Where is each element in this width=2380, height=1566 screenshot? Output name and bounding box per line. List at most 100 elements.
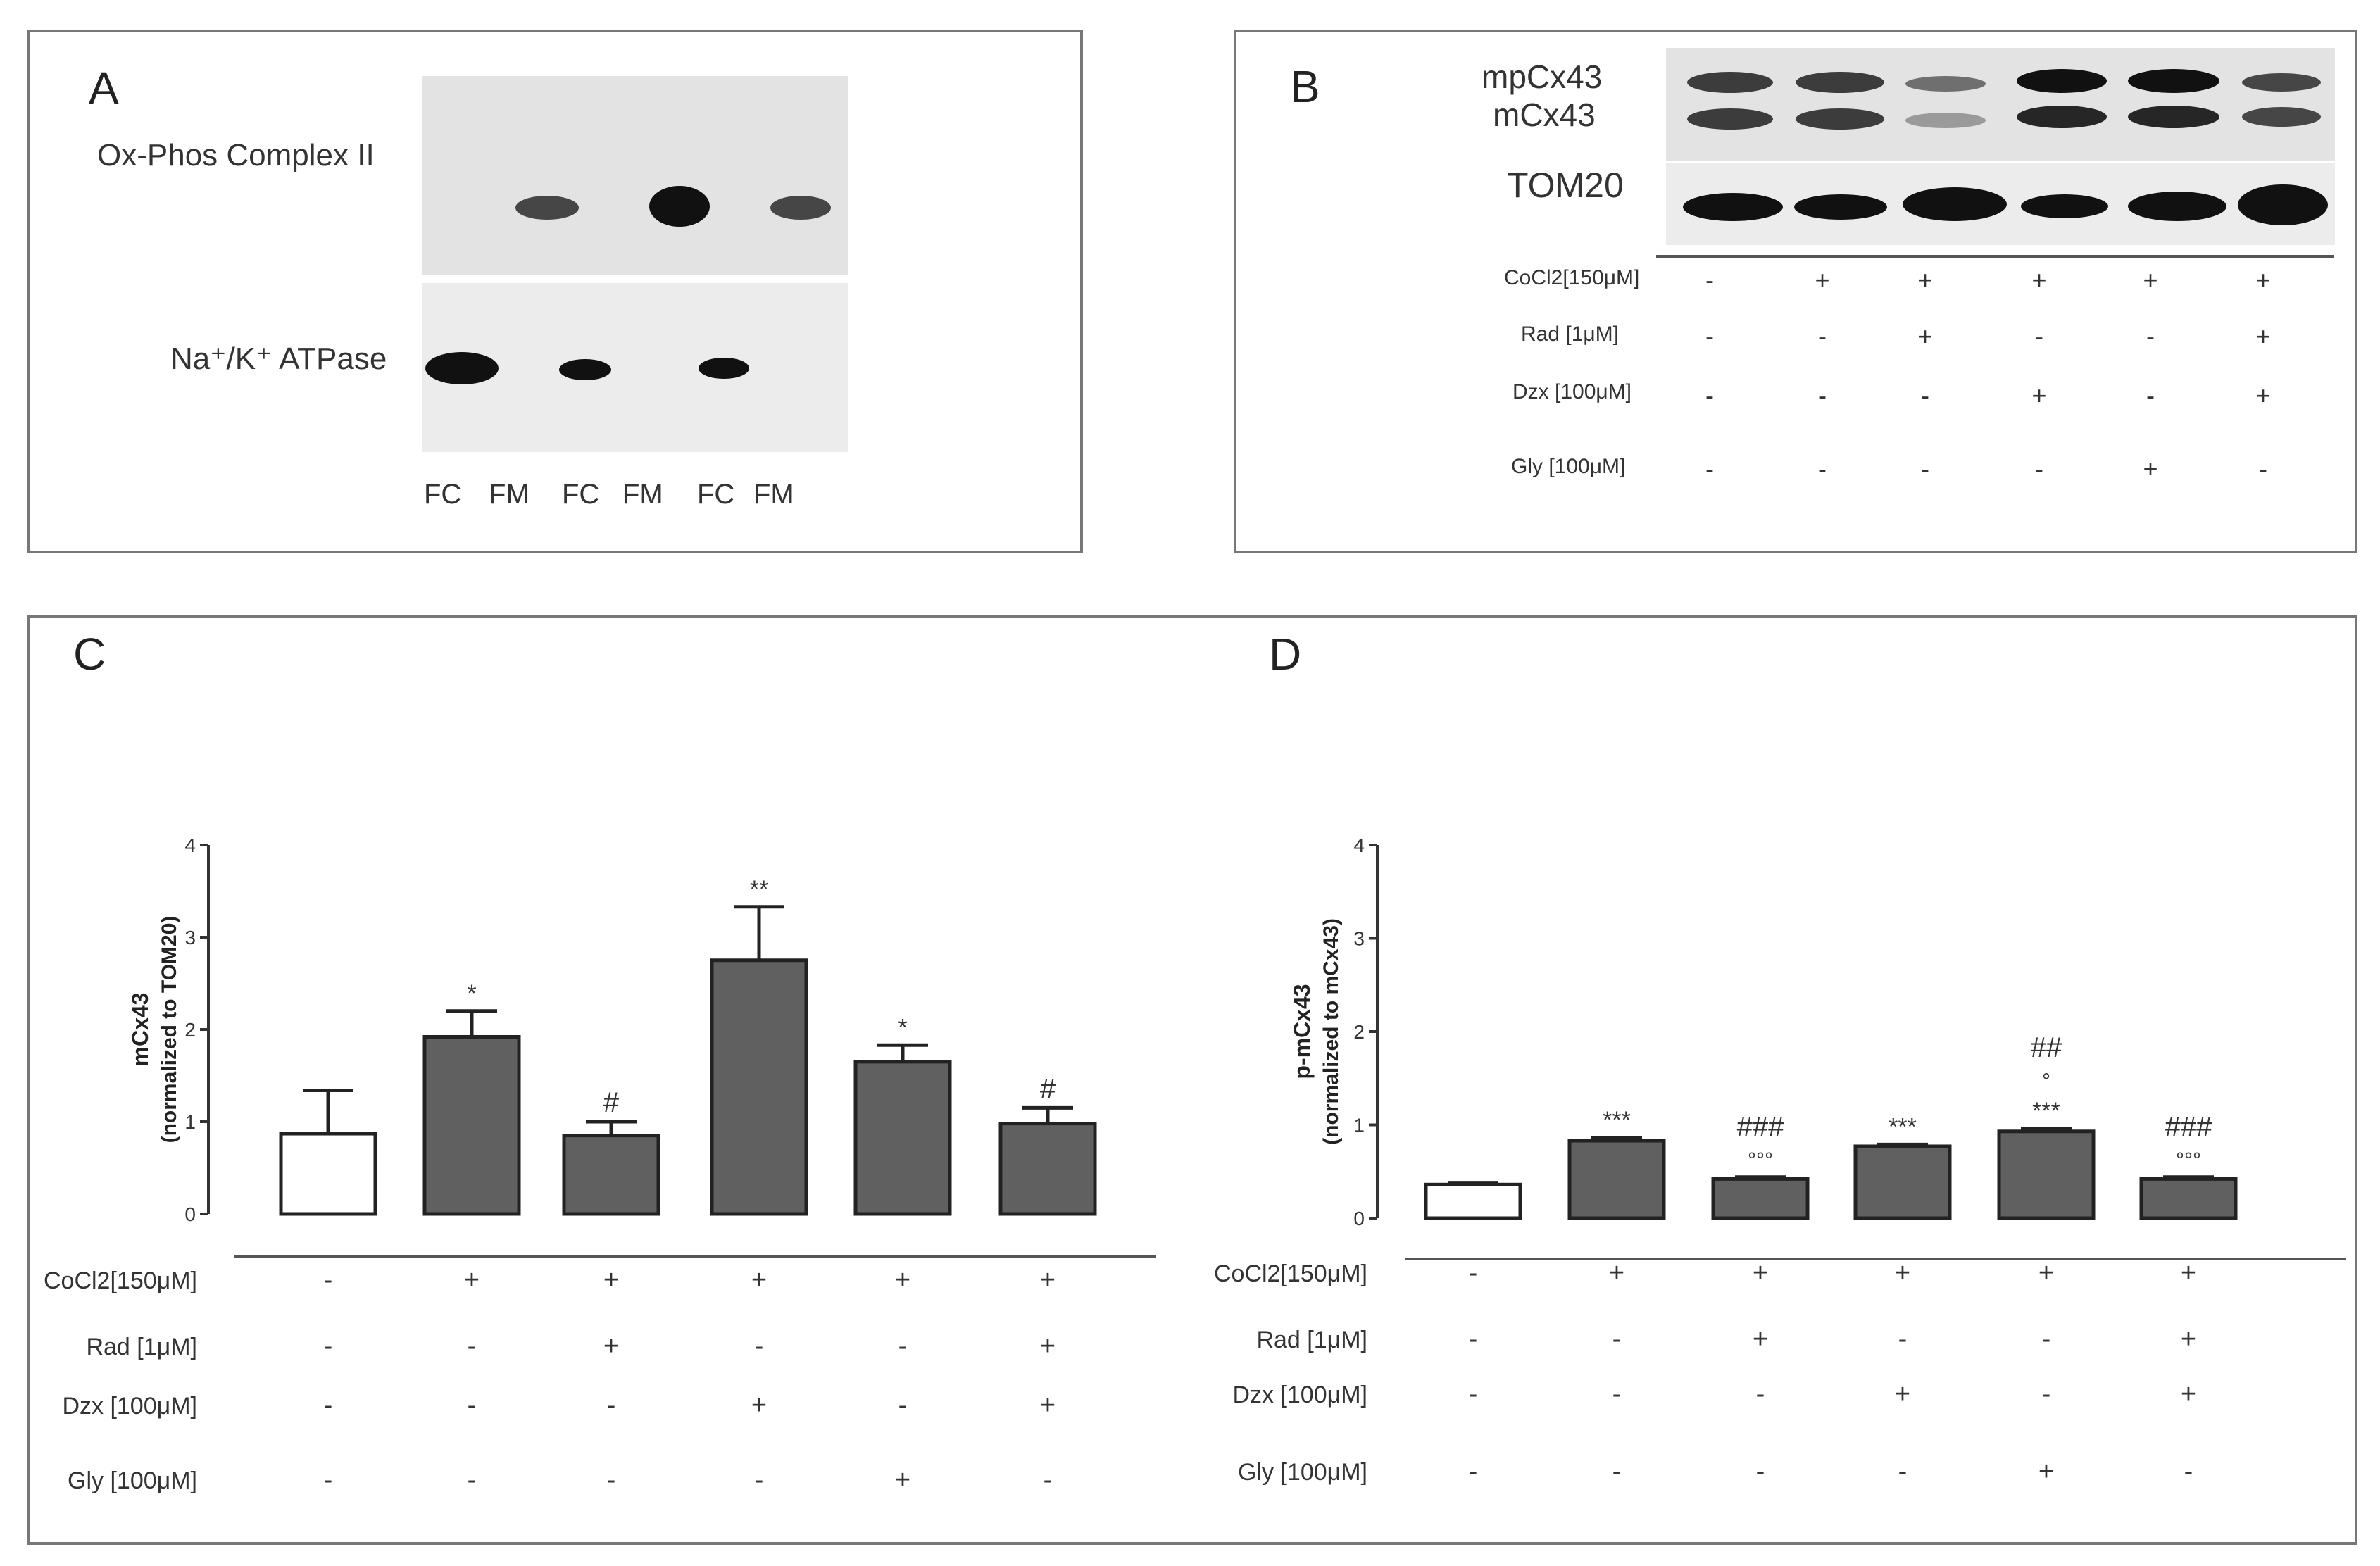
significance-label: **	[750, 876, 768, 903]
condition-label: Dzx [100μM]	[1232, 1382, 1367, 1408]
y-axis-label: p-mCx43	[1289, 984, 1315, 1079]
mpcx43-label: mpCx43	[1482, 58, 1603, 95]
y-tick-label: 3	[1353, 928, 1365, 950]
tom20-band	[1903, 187, 2007, 221]
panel-b-divider	[1656, 255, 2334, 258]
mpcx43-band	[1796, 72, 1884, 93]
condition-mark: -	[2184, 1457, 2193, 1486]
condition-mark: +	[1895, 1258, 1910, 1288]
condition-label: CoCl2[150μM]	[1214, 1260, 1367, 1287]
bar	[1567, 1139, 1666, 1220]
condition-mark: -	[1818, 381, 1827, 410]
panel-a: A Ox-Phos Complex II Na⁺/K⁺ ATPase FC FM…	[27, 30, 1083, 553]
condition-mark: -	[1921, 454, 1929, 483]
mpcx43-band	[2128, 69, 2219, 93]
condition-mark: +	[1815, 265, 1829, 294]
condition-mark: -	[2042, 1379, 2051, 1409]
y-axis-label: (normalized to mCx43)	[1320, 918, 1343, 1145]
condition-mark: -	[1469, 1258, 1478, 1288]
condition-mark: +	[603, 1332, 619, 1361]
y-axis-label: mCx43	[127, 993, 153, 1067]
y-tick-label: 1	[1353, 1115, 1365, 1136]
ox-phos-band	[649, 186, 710, 227]
bar	[562, 1134, 660, 1216]
significance-label: ###	[2165, 1112, 2212, 1143]
condition-mark: -	[1044, 1465, 1053, 1495]
bar	[1711, 1177, 1810, 1220]
condition-mark: -	[1469, 1324, 1478, 1354]
significance-label: *	[898, 1014, 907, 1041]
condition-mark: -	[1469, 1457, 1478, 1486]
condition-mark: -	[2035, 454, 2043, 483]
condition-label: Rad [1μM]	[86, 1334, 197, 1360]
significance-label: #	[603, 1087, 620, 1118]
condition-label: Dzx [100μM]	[62, 1393, 197, 1420]
condition-mark: -	[607, 1391, 616, 1420]
condition-mark: +	[2143, 454, 2157, 483]
lane-label: FC	[697, 479, 735, 510]
condition-mark: +	[2255, 322, 2270, 351]
condition-mark: +	[1040, 1332, 1056, 1361]
condition-mark: +	[1753, 1258, 1768, 1288]
condition-mark: +	[1753, 1324, 1768, 1354]
condition-mark: -	[324, 1465, 333, 1495]
condition-mark: -	[1898, 1457, 1908, 1486]
condition-mark: +	[751, 1391, 767, 1420]
bar	[2139, 1177, 2238, 1220]
condition-mark: -	[607, 1465, 616, 1495]
atpase-band	[425, 352, 499, 384]
condition-label: Gly [100μM]	[1511, 455, 1626, 478]
panel-b: B mpCx43 mCx43 TOM20 CoCl2[150μM] Rad [1…	[1234, 30, 2357, 553]
chart-d: 0 1 2 3 4 p-mCx43 (normalized to mCx43) *** °°° #…	[1214, 834, 2346, 1486]
panel-cd: C D 0 1 2 3 4 mCx43 (normalized to TOM20) * # ** *…	[27, 615, 2357, 1545]
atpase-blot	[422, 283, 848, 452]
tom20-band	[2128, 192, 2226, 221]
bar	[1424, 1182, 1522, 1220]
condition-label: Gly [100μM]	[68, 1467, 197, 1494]
condition-mark: -	[1818, 322, 1827, 351]
mpcx43-band	[2017, 69, 2107, 93]
condition-mark: -	[2146, 322, 2155, 351]
condition-mark: +	[2181, 1258, 2196, 1288]
significance-label: *	[467, 980, 476, 1007]
condition-mark: +	[895, 1265, 910, 1295]
condition-mark: -	[1705, 381, 1714, 410]
condition-mark: -	[1469, 1379, 1478, 1409]
bar	[1997, 1129, 2096, 1220]
significance-label: ###	[1737, 1112, 1784, 1143]
condition-mark: -	[1898, 1324, 1908, 1354]
condition-mark: +	[1040, 1265, 1056, 1295]
tom20-band	[2021, 194, 2108, 218]
condition-mark: -	[2035, 322, 2043, 351]
lane-label: FM	[753, 479, 794, 510]
panel-b-marks: - + + + + + - - + - - + - - - + - + - - - - + -	[1705, 265, 2271, 483]
bar	[998, 1122, 1097, 1216]
condition-mark: +	[1917, 322, 1932, 351]
tom20-band	[2238, 184, 2328, 225]
condition-mark: -	[898, 1332, 908, 1361]
condition-mark: -	[2042, 1324, 2051, 1354]
mcx43-band	[2128, 106, 2219, 128]
condition-mark: +	[2255, 265, 2270, 294]
lane-label: FC	[562, 479, 600, 510]
condition-mark: -	[2259, 454, 2267, 483]
condition-mark: +	[603, 1265, 619, 1295]
condition-mark: +	[1895, 1379, 1910, 1409]
tom20-band	[1794, 194, 1887, 220]
condition-mark: -	[1756, 1379, 1765, 1409]
lane-label: FM	[489, 479, 530, 510]
condition-mark: -	[468, 1391, 477, 1420]
condition-mark: -	[1756, 1457, 1765, 1486]
mpcx43-band	[2242, 73, 2321, 92]
condition-mark: +	[1040, 1391, 1056, 1420]
y-tick-label: 2	[184, 1019, 196, 1041]
atpase-label: Na⁺/K⁺ ATPase	[170, 342, 387, 376]
condition-label: CoCl2[150μM]	[1504, 266, 1640, 289]
mcx43-label: mCx43	[1493, 96, 1596, 133]
condition-mark: +	[1609, 1258, 1624, 1288]
lane-label: FM	[622, 479, 663, 510]
condition-mark: -	[1921, 381, 1929, 410]
significance-label: ***	[1603, 1107, 1631, 1134]
ox-phos-band	[770, 196, 831, 220]
condition-mark: -	[1612, 1457, 1622, 1486]
